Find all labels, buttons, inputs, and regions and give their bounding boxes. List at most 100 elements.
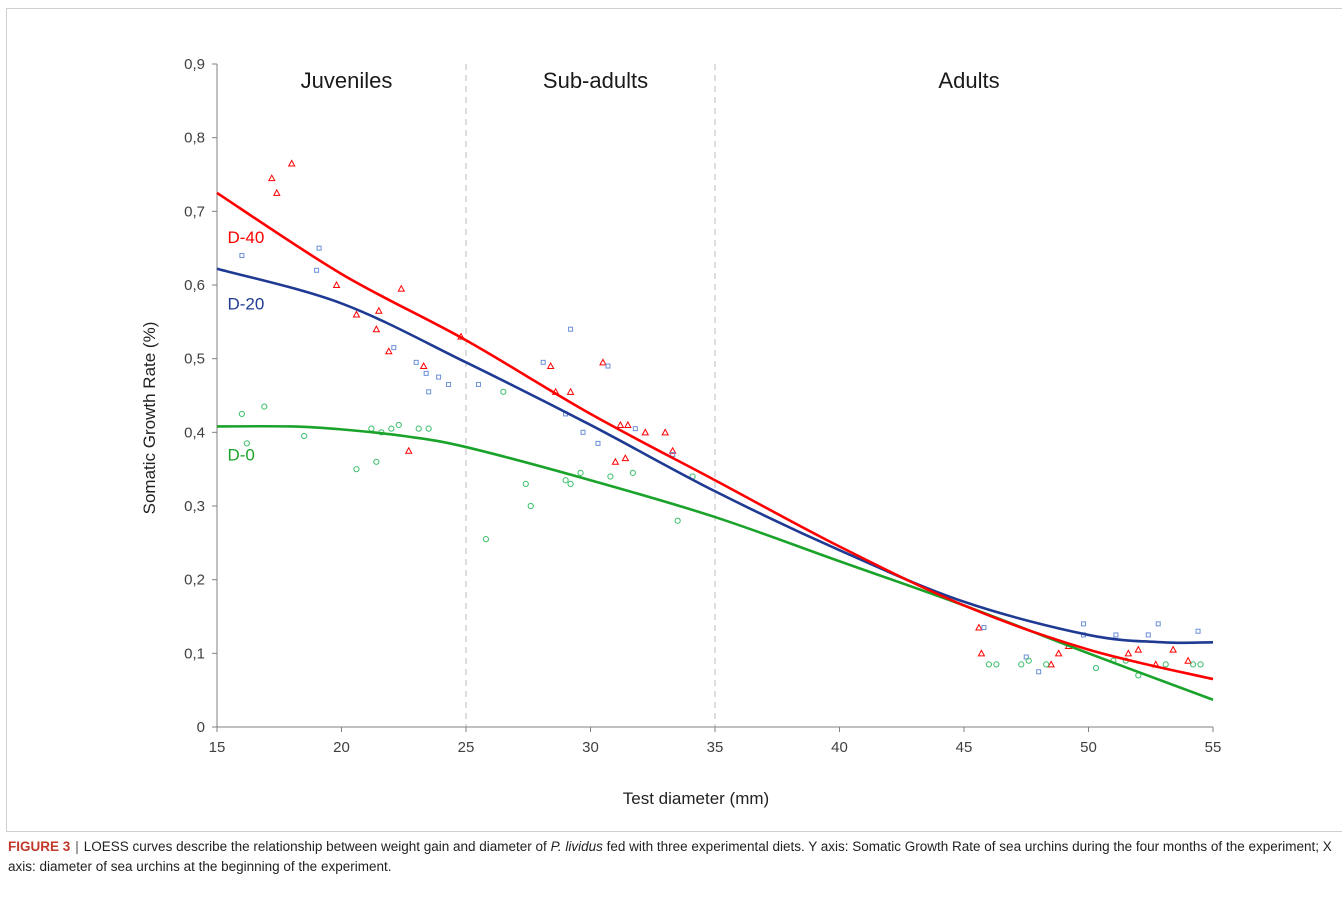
caption-separator: | <box>75 839 79 854</box>
data-point-square <box>391 345 397 351</box>
data-point-circle <box>482 536 490 543</box>
data-point-circle <box>425 425 432 432</box>
data-point-square <box>605 363 611 369</box>
data-point-triangle <box>372 325 381 333</box>
data-point-triangle <box>397 284 406 292</box>
data-point-circle <box>1018 661 1025 668</box>
data-point-square <box>540 359 546 365</box>
data-point-circle <box>373 458 380 465</box>
data-point-circle <box>567 480 574 487</box>
y-axis-title: Somatic Growth Rate (%) <box>140 322 159 515</box>
data-point-square <box>595 440 601 446</box>
data-point-triangle <box>977 649 986 657</box>
data-point-triangle <box>546 361 555 370</box>
data-point-square <box>981 625 987 631</box>
data-point-square <box>670 451 676 457</box>
data-point-triangle <box>566 387 575 395</box>
data-point-triangle <box>641 428 650 436</box>
caption-label: FIGURE 3 <box>8 839 71 854</box>
phase-dividers <box>465 64 716 727</box>
data-point-square <box>1036 669 1042 675</box>
tick-labels: 0 0,1 0,2 0,3 0,4 0,5 0,6 0,7 0,8 0,9 15 20 25 30 35 40… <box>184 56 1221 756</box>
x-tick-label: 45 <box>956 739 973 756</box>
data-point-square <box>632 426 638 432</box>
x-tick-label: 35 <box>707 739 724 756</box>
figure-frame <box>6 8 1342 832</box>
phase-label: Adults <box>938 68 999 93</box>
data-point-circle <box>1025 657 1032 664</box>
data-point-square <box>1145 632 1151 638</box>
data-point-circle <box>395 421 402 429</box>
data-point-circle <box>1092 664 1100 672</box>
data-points <box>238 159 1204 679</box>
x-tick-label: 20 <box>333 739 350 756</box>
x-tick-label: 25 <box>458 739 475 756</box>
series-label-d-0: D-0 <box>227 445 254 464</box>
figure-caption: FIGURE 3 | LOESS curves describe the relat… <box>8 837 1338 877</box>
data-point-circle <box>261 403 268 410</box>
data-point-triangle <box>404 446 413 454</box>
series-label-d-40: D-40 <box>227 228 264 247</box>
data-point-square <box>475 381 481 387</box>
data-point-circle <box>238 410 245 418</box>
data-point-square <box>568 326 574 332</box>
loess-curve-d-20 <box>216 267 1214 645</box>
caption-text-after: fed with three experimental diets. Y axi… <box>8 839 1332 874</box>
data-point-circle <box>527 502 534 510</box>
data-point-circle <box>301 432 308 440</box>
y-tick-label: 0,5 <box>184 351 205 368</box>
data-point-triangle <box>1169 645 1178 653</box>
data-point-circle <box>500 388 507 395</box>
phase-label: Juveniles <box>301 68 393 93</box>
data-point-square <box>446 381 452 387</box>
x-tick-label: 50 <box>1080 739 1097 756</box>
data-point-triangle <box>616 420 625 428</box>
data-point-square <box>413 359 419 365</box>
data-point-triangle <box>1124 649 1133 657</box>
data-point-square <box>1155 621 1161 627</box>
data-point-square <box>580 429 586 435</box>
data-point-circle <box>353 466 360 473</box>
data-point-triangle <box>352 310 361 318</box>
x-tick-label: 55 <box>1205 739 1222 756</box>
data-point-triangle <box>611 457 620 465</box>
data-point-square <box>314 267 320 273</box>
caption-species: P. lividus <box>550 839 603 854</box>
data-point-triangle <box>267 174 276 182</box>
data-point-circle <box>522 480 529 487</box>
data-point-triangle <box>1134 645 1143 653</box>
data-point-circle <box>415 425 422 432</box>
data-point-triangle <box>621 454 630 462</box>
data-point-circle <box>1043 661 1050 668</box>
data-point-triangle <box>287 159 296 167</box>
y-tick-label: 0,6 <box>184 277 205 294</box>
data-point-square <box>423 370 429 376</box>
data-point-triangle <box>975 623 983 631</box>
y-tick-label: 0,8 <box>184 130 205 147</box>
data-point-circle <box>985 661 993 668</box>
data-point-circle <box>562 477 569 484</box>
x-tick-label: 40 <box>831 739 848 756</box>
data-point-square <box>1195 628 1201 634</box>
y-tick-label: 0,7 <box>184 203 205 220</box>
data-point-circle <box>993 661 1000 668</box>
data-point-triangle <box>599 358 607 366</box>
loess-curve-d-40 <box>216 191 1214 681</box>
data-point-circle <box>1162 661 1169 668</box>
x-axis-title: Test diameter (mm) <box>623 789 769 808</box>
data-point-triangle <box>624 420 632 428</box>
data-point-triangle <box>668 446 677 454</box>
data-point-triangle <box>375 306 383 314</box>
loess-curves <box>216 191 1214 701</box>
data-point-triangle <box>272 188 281 196</box>
y-tick-label: 0,2 <box>184 572 205 589</box>
phase-labels: Juveniles Sub-adults Adults <box>301 68 1000 93</box>
y-tick-label: 0,4 <box>184 424 205 441</box>
y-tick-label: 0,3 <box>184 498 205 515</box>
data-point-circle <box>1197 661 1204 668</box>
data-point-triangle <box>419 361 428 370</box>
data-point-circle <box>368 425 375 432</box>
data-point-circle <box>388 425 395 432</box>
y-tick-label: 0,9 <box>184 56 205 73</box>
data-point-triangle <box>332 280 341 288</box>
